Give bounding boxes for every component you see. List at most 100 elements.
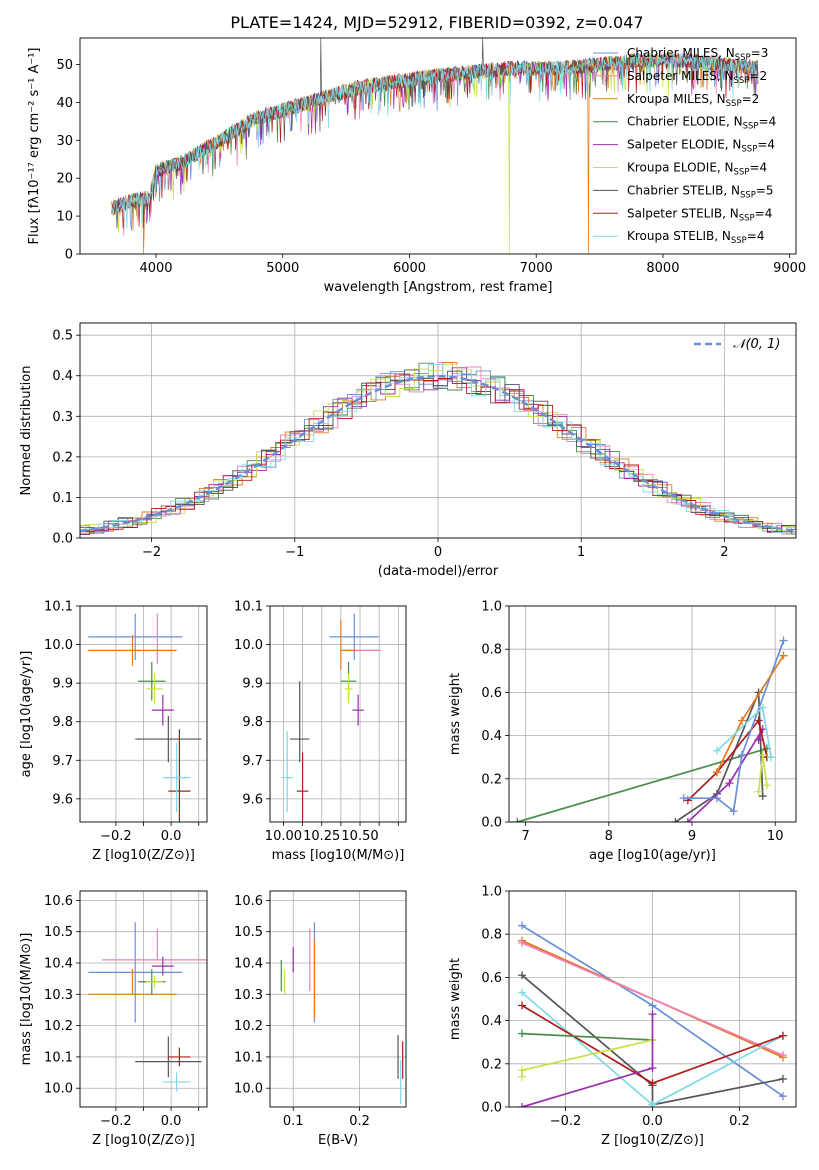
series-marker — [648, 1100, 657, 1107]
legend-entry: Salpeter MILES, NSSP=2 — [627, 69, 767, 86]
errorbar-point — [146, 673, 163, 705]
axes-frame — [269, 890, 407, 1108]
x-tick-label: −0.2 — [100, 1114, 132, 1129]
y-tick-label: 10.6 — [44, 894, 73, 909]
x-tick-label: −0.2 — [550, 1114, 582, 1129]
series-marker — [779, 651, 788, 660]
legend-suffix: =2 — [742, 92, 760, 106]
legend-label: Chabrier STELIB, N — [627, 183, 740, 197]
legend-suffix: =4 — [757, 138, 775, 152]
legend-sub: SSP — [734, 168, 750, 178]
figure-title: PLATE=1424, MJD=52912, FIBERID=0392, z=0… — [230, 13, 643, 32]
axes-frame — [269, 605, 407, 823]
x-axis-label: (data-model)/error — [378, 564, 499, 579]
y-tick-label: 0.8 — [481, 928, 502, 943]
x-tick-label: 0.0 — [161, 1114, 182, 1129]
series-marker — [518, 1001, 527, 1010]
legend-suffix: =2 — [749, 69, 767, 83]
x-tick-label: 0.0 — [642, 1114, 663, 1129]
series-marker — [683, 818, 692, 822]
legend-sub: SSP — [740, 190, 756, 200]
errorbar-point — [162, 742, 191, 813]
series-line-6 — [521, 974, 784, 1106]
y-axis-label: mass [log10(M/M⊙)] — [19, 933, 34, 1066]
axes-frame — [79, 322, 797, 539]
x-axis-label: Z [log10(Z/Z⊙)] — [601, 1133, 704, 1148]
legend-label: Salpeter MILES, N — [627, 69, 734, 83]
x-tick-label: −0.2 — [100, 829, 132, 844]
y-tick-label: 10.0 — [44, 1082, 73, 1097]
plot-content — [80, 361, 796, 536]
y-tick-label: 0.0 — [481, 1101, 502, 1116]
histogram-6 — [80, 369, 796, 535]
y-tick-label: 0.1 — [52, 491, 73, 506]
legend-label: Chabrier MILES, N — [627, 46, 735, 60]
x-axis-label: age [log10(age/yr)] — [589, 848, 716, 863]
x-tick-label: 0.0 — [161, 829, 182, 844]
series-marker — [648, 1079, 657, 1088]
panel-age_vs_Z: −0.2 0.0 9.6 9.7 9.8 9.9 10.0 10.1 Z [log10(Z/Z⊙… — [19, 600, 208, 863]
x-axis-label: E(B-V) — [318, 1133, 358, 1148]
axes-frame — [79, 890, 208, 1108]
series-marker — [518, 1103, 527, 1107]
plot-area — [509, 606, 796, 822]
y-tick-label: 40 — [56, 96, 73, 111]
series-marker — [729, 807, 738, 816]
x-tick-label: 0.1 — [283, 1114, 304, 1129]
series-marker — [754, 735, 763, 744]
errorbar-point — [88, 613, 183, 660]
series-marker — [762, 781, 771, 790]
errorbar-point — [340, 619, 357, 670]
legend-entry: Chabrier STELIB, NSSP=5 — [627, 183, 774, 200]
y-tick-label: 10.6 — [234, 894, 263, 909]
y-tick-label: 10.1 — [234, 1050, 263, 1065]
panel-age_vs_mass: 10.00 10.25 10.50 9.6 9.7 9.8 9.9 10.0 10.1 mass … — [234, 600, 407, 863]
y-axis-label: Normed distribution — [19, 366, 34, 496]
axes-frame — [79, 37, 797, 255]
x-tick-label: 1 — [577, 545, 585, 560]
x-tick-label: 10.25 — [303, 829, 340, 844]
series-marker — [518, 988, 527, 997]
legend-label: Kroupa ELODIE, N — [627, 161, 734, 175]
errorbar-point — [151, 694, 174, 726]
x-tick-label: 5000 — [266, 261, 299, 276]
normal-curve — [80, 374, 796, 533]
series-marker — [754, 787, 763, 796]
series-line-6 — [674, 692, 764, 822]
axes-frame — [508, 605, 797, 823]
x-tick-label: −2 — [142, 545, 161, 560]
y-tick-label: 0.5 — [52, 329, 73, 344]
y-tick-label: 9.8 — [52, 715, 73, 730]
panels: 4000 5000 6000 7000 8000 900001020304050wavel… — [19, 37, 806, 1148]
plot-content — [280, 922, 404, 1104]
legend-suffix: =4 — [755, 206, 773, 220]
x-tick-label: 10.00 — [265, 829, 302, 844]
errorbar-point — [329, 613, 380, 660]
series-marker — [518, 938, 527, 947]
y-tick-label: 0.8 — [481, 643, 502, 658]
errorbar-point — [146, 975, 163, 989]
series-marker — [767, 753, 776, 762]
histogram-8 — [80, 363, 796, 533]
legend-sub: SSP — [734, 76, 750, 86]
panel-weight_vs_Z: −0.2 0.0 0.2 0.0 0.2 0.4 0.6 0.8 1.0 Z [log10(Z/Z… — [448, 885, 797, 1148]
legend-sub: SSP — [743, 122, 759, 132]
series-marker — [758, 751, 767, 760]
legend-label: Salpeter ELODIE, N — [627, 138, 741, 152]
y-tick-label: 9.7 — [242, 754, 263, 769]
y-tick-label: 0.4 — [52, 369, 73, 384]
x-tick-label: 9 — [688, 829, 696, 844]
series-marker — [518, 1066, 527, 1075]
x-tick-label: 0 — [434, 545, 442, 560]
legend-label: Kroupa STELIB, N — [627, 229, 731, 243]
x-tick-label: 6000 — [393, 261, 426, 276]
x-tick-label: 10 — [767, 829, 784, 844]
errorbar-point — [88, 634, 177, 666]
legend-label: Chabrier ELODIE, N — [627, 115, 743, 129]
errorbar-point — [135, 715, 202, 763]
grid — [270, 605, 406, 822]
y-tick-label: 0.4 — [481, 729, 502, 744]
series-marker — [778, 1092, 787, 1101]
y-tick-label: 1.0 — [481, 885, 502, 900]
y-tick-label: 10.4 — [234, 957, 263, 972]
